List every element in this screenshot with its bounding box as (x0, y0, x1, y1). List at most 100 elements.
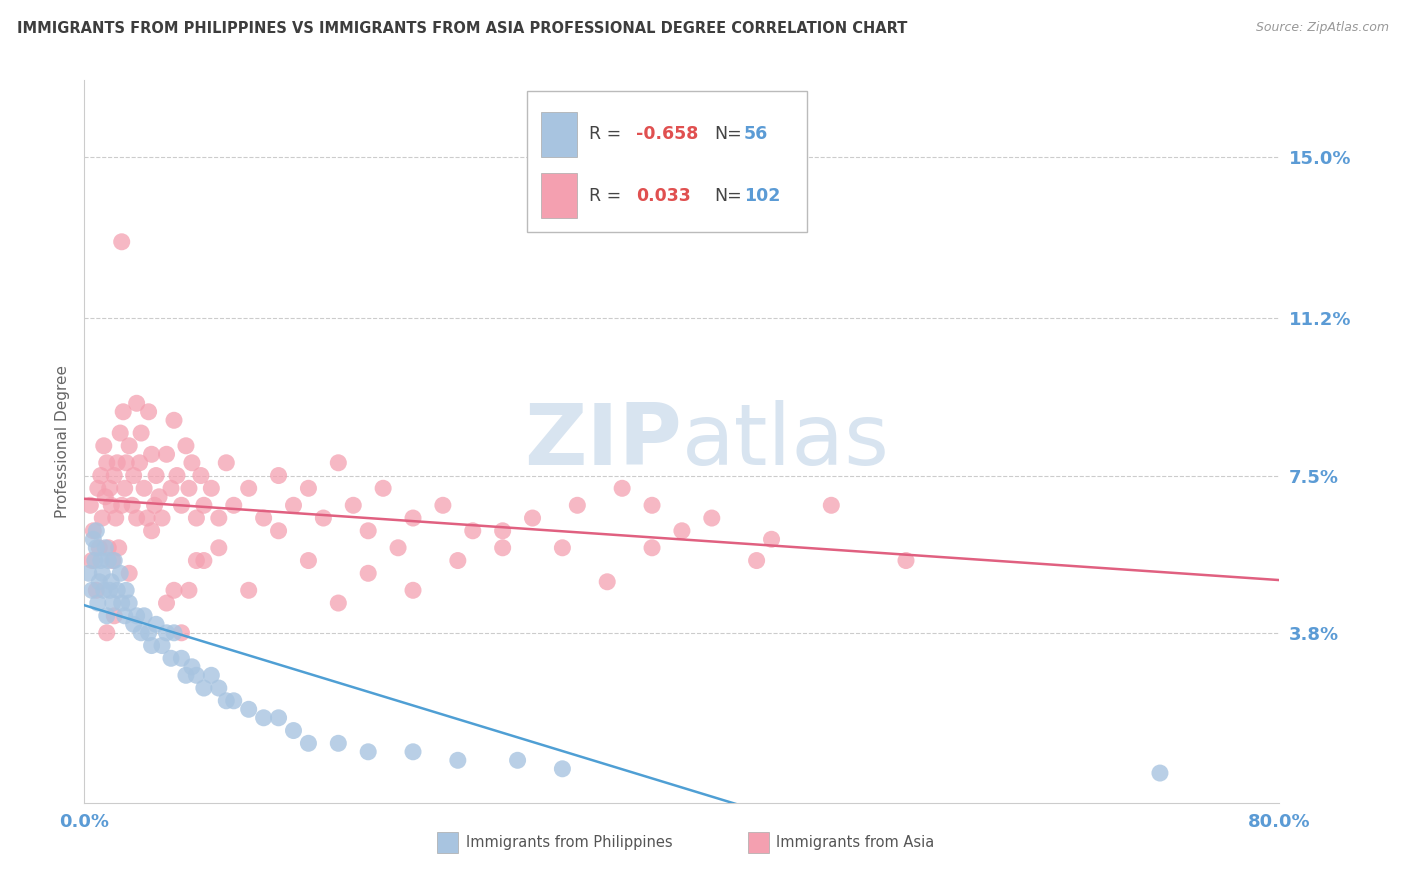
Point (97, 541, 120, 555)
Point (551, 541, 574, 555)
Point (80, 553, 103, 567)
Point (107, 541, 129, 555)
Point (208, 511, 231, 525)
Point (373, 481, 395, 495)
Point (103, 608, 125, 623)
Point (761, 533, 783, 547)
Point (253, 511, 276, 525)
Point (125, 608, 148, 623)
Point (238, 583, 260, 598)
Point (186, 553, 208, 567)
Point (128, 456, 150, 470)
Point (112, 405, 135, 419)
Point (641, 498, 664, 512)
Point (100, 498, 122, 512)
Text: atlas: atlas (682, 400, 890, 483)
Point (402, 583, 425, 598)
Point (129, 425, 152, 440)
Point (160, 651, 183, 665)
Point (93, 583, 115, 598)
Point (86, 524, 108, 538)
Point (79, 498, 101, 512)
Point (177, 583, 200, 598)
Point (312, 511, 335, 525)
Point (136, 511, 159, 525)
Text: -0.658: -0.658 (637, 126, 699, 144)
Point (101, 553, 124, 567)
Point (111, 498, 134, 512)
Point (596, 574, 619, 589)
Point (111, 235, 134, 249)
Point (122, 617, 145, 632)
Point (114, 608, 136, 623)
Point (461, 524, 484, 538)
Point (141, 447, 163, 461)
Point (96, 625, 118, 640)
FancyBboxPatch shape (748, 832, 769, 853)
Point (267, 468, 290, 483)
Point (98, 583, 121, 598)
Point (190, 468, 212, 483)
Point (82, 524, 104, 538)
Text: N=: N= (714, 126, 742, 144)
Point (432, 498, 454, 512)
Point (215, 694, 238, 708)
Point (143, 498, 166, 512)
Point (129, 625, 152, 640)
Point (97, 553, 120, 567)
Point (166, 468, 188, 483)
FancyBboxPatch shape (541, 173, 576, 219)
Text: IMMIGRANTS FROM PHILIPPINES VS IMMIGRANTS FROM ASIA PROFESSIONAL DEGREE CORRELAT: IMMIGRANTS FROM PHILIPPINES VS IMMIGRANT… (17, 21, 907, 37)
Text: 0.033: 0.033 (637, 187, 692, 205)
Point (132, 481, 156, 495)
Point (98, 481, 121, 495)
Point (551, 762, 574, 776)
Point (208, 681, 231, 695)
Point (267, 524, 290, 538)
Text: N=: N= (714, 187, 742, 205)
Point (820, 498, 842, 512)
Point (506, 753, 529, 767)
Point (125, 511, 148, 525)
Point (80, 583, 103, 598)
Point (163, 413, 186, 427)
Point (83, 553, 105, 567)
FancyBboxPatch shape (437, 832, 458, 853)
Point (138, 405, 160, 419)
Text: Immigrants from Philippines: Immigrants from Philippines (465, 835, 672, 850)
Point (155, 447, 177, 461)
Point (193, 498, 215, 512)
Point (283, 723, 305, 738)
Point (93, 439, 115, 453)
Point (894, 553, 917, 567)
Point (145, 468, 167, 483)
Point (115, 583, 138, 598)
Text: Immigrants from Asia: Immigrants from Asia (776, 835, 935, 850)
Point (141, 524, 163, 538)
Point (118, 566, 141, 581)
Point (671, 524, 693, 538)
FancyBboxPatch shape (541, 112, 576, 157)
Point (181, 456, 204, 470)
Y-axis label: Professional Degree: Professional Degree (55, 365, 70, 518)
Point (110, 425, 132, 440)
Point (170, 651, 193, 665)
Point (700, 511, 723, 525)
Point (150, 511, 173, 525)
Text: Source: ZipAtlas.com: Source: ZipAtlas.com (1256, 21, 1389, 35)
Text: 56: 56 (744, 126, 768, 144)
Point (90, 553, 112, 567)
Point (745, 553, 768, 567)
Point (87, 596, 110, 610)
Point (222, 694, 245, 708)
Point (105, 456, 128, 470)
Point (148, 490, 170, 504)
Point (492, 541, 515, 555)
Point (96, 456, 118, 470)
Point (641, 541, 664, 555)
Point (215, 456, 238, 470)
Point (328, 456, 350, 470)
Point (155, 596, 177, 610)
Point (357, 524, 380, 538)
Point (186, 668, 208, 682)
